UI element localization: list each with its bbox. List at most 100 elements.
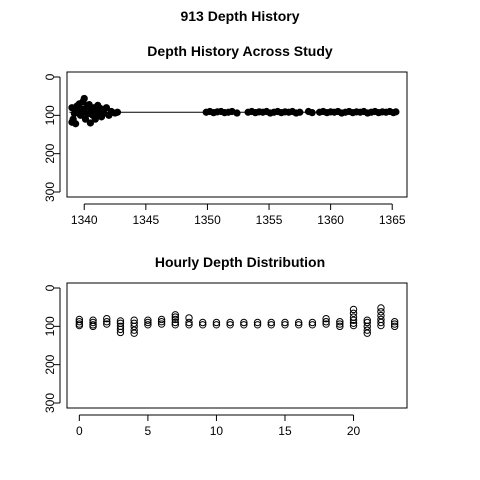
y-tick-label: 300 [43,393,57,413]
x-tick-label: 1345 [132,213,159,227]
data-point [113,108,122,116]
y-tick-label: 100 [43,105,57,125]
data-point [377,304,385,312]
x-tick-label: 0 [76,424,83,438]
data-point [212,321,221,329]
data-point [390,320,399,328]
data-point [157,318,166,326]
data-point [75,318,84,326]
data-point [349,316,358,324]
y-tick-label: 0 [43,73,57,80]
x-tick-label: 1355 [256,213,283,227]
depth-history-panel: Depth History Across Study 1340 1345 1350 1… [43,43,408,227]
data-point [377,311,385,320]
data-point [89,322,97,331]
data-point [240,318,248,327]
data-point [233,109,241,117]
data-point [185,314,193,322]
data-point [199,321,207,329]
data-point [363,322,371,331]
data-point [130,326,138,334]
data-point [363,318,371,327]
data-point [171,313,180,321]
data-point [349,321,358,330]
data-point [185,318,193,327]
data-point [212,318,221,327]
x-tick-label: 1360 [317,213,344,227]
data-point [103,320,111,328]
data-point [103,314,111,323]
data-point [294,318,303,327]
data-point [144,321,152,329]
y-tick-label: 200 [43,354,57,374]
data-point [199,318,207,327]
data-point [102,104,111,112]
data-point [171,311,180,319]
data-point [226,318,234,327]
x-tick-label: 1340 [71,213,98,227]
data-point [144,318,152,327]
chart-title-depth-history: Depth History Across Study [147,43,333,59]
x-tick-label: 1365 [379,213,406,227]
data-point [363,326,371,334]
data-point [322,314,330,323]
data-point [363,329,371,337]
data-point [253,318,262,327]
data-point [226,321,234,329]
data-point [308,318,317,327]
y-tick-label: 200 [43,143,57,163]
data-point [349,319,358,327]
data-point [390,322,399,331]
data-point [336,322,344,331]
data-point [281,321,289,329]
data-point [157,320,166,328]
data-point [157,315,166,324]
data-point [253,321,262,329]
x-tick-label: 1350 [194,213,221,227]
data-point [103,318,111,326]
data-point [240,321,248,329]
y-tick-label: 300 [43,182,57,202]
y-tick-label: 100 [43,316,57,336]
data-point [130,322,138,331]
x-tick-label: 10 [210,424,224,438]
x-tick-label: 15 [278,424,292,438]
data-point [185,321,193,329]
data-point [377,308,385,316]
plot-frame-depth-history [66,71,408,198]
data-point [144,316,152,324]
data-point [281,318,289,327]
data-point [390,318,399,326]
data-point [130,319,138,327]
data-point [294,321,303,329]
data-point [308,321,317,329]
plot-frame-hourly-depth [66,282,408,409]
data-point [322,318,330,326]
data-point [116,317,125,325]
data-point [171,321,180,329]
chart-title-hourly-depth: Hourly Depth Distribution [155,254,325,270]
data-point [336,320,344,328]
x-tick-label: 20 [347,424,361,438]
x-tick-label: 5 [145,424,152,438]
data-point [116,325,125,334]
data-point [322,320,330,328]
data-point [267,318,275,327]
data-point [377,318,385,327]
data-point [171,318,180,327]
hourly-depth-panel: Hourly Depth Distribution 0 5 10 15 20010020… [43,254,408,438]
y-tick-label: 0 [43,284,57,291]
figure-title: 913 Depth History [180,8,299,24]
data-point [130,329,138,337]
data-point [349,309,358,317]
data-point [336,318,344,326]
data-point [72,120,80,128]
data-point [75,321,84,330]
data-point [80,94,88,103]
data-point [171,315,180,324]
data-point [392,108,400,116]
data-point [377,321,385,330]
data-point [296,108,304,116]
data-point [81,115,90,123]
